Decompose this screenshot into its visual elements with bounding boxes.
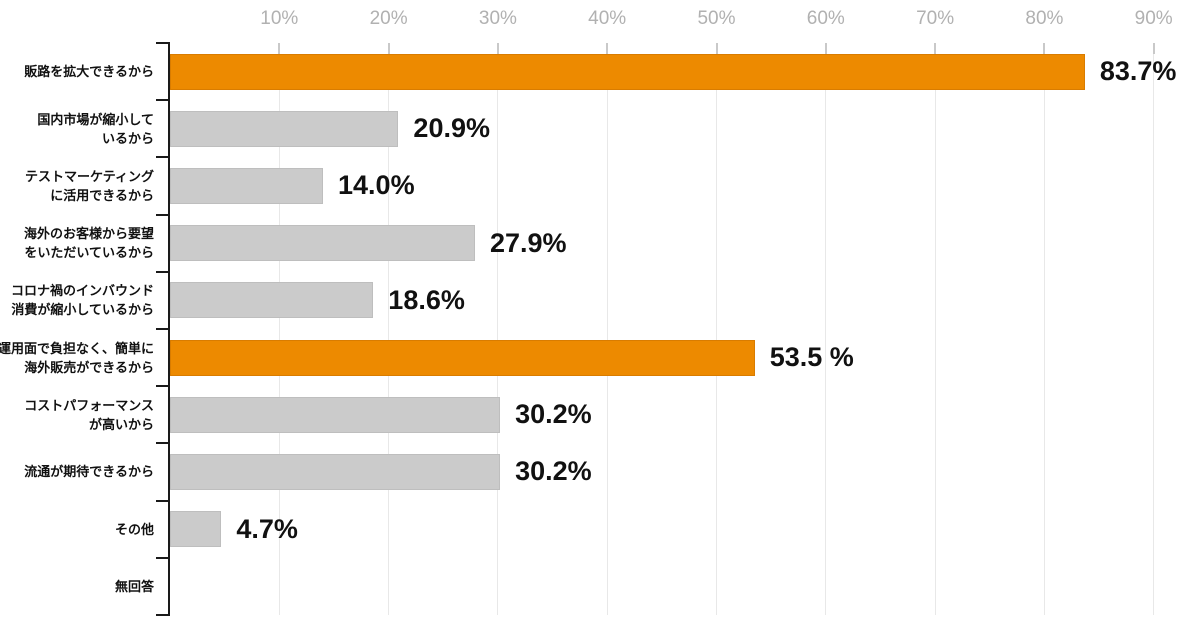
x-axis-tick-label: 30% [478, 8, 517, 29]
value-label: 14.0% [338, 170, 415, 201]
value-label: 30.2% [515, 456, 592, 487]
x-gridline [1043, 43, 1045, 615]
category-label-line: 運用面で負担なく、簡単に [0, 340, 154, 356]
x-axis-tick [496, 43, 499, 54]
y-axis-tick [156, 385, 170, 388]
y-axis-tick [156, 499, 170, 502]
x-gridline [934, 43, 936, 615]
category-label: コストパフォーマンスが高いから [0, 386, 162, 443]
x-axis-tick [1152, 43, 1155, 54]
x-gridline [825, 43, 827, 615]
y-axis-tick [156, 270, 170, 273]
category-label-line: 海外販売ができるから [24, 359, 154, 375]
category-label: 無回答 [0, 558, 162, 615]
x-axis-tick-label: 60% [806, 8, 845, 29]
category-label: コロナ禍のインバウンド 消費が縮小しているから [0, 272, 162, 329]
bar-default [170, 110, 399, 147]
bar-default [170, 511, 222, 548]
value-label: 18.6% [388, 284, 465, 315]
category-label: テストマーケティングに活用できるから [0, 157, 162, 214]
category-label: その他 [0, 501, 162, 558]
x-axis-tick [278, 43, 281, 54]
category-label-line: が高いから [88, 416, 154, 432]
x-axis-tick-label: 10% [260, 8, 299, 29]
x-axis-tick-label: 80% [1025, 8, 1064, 29]
y-axis-tick [156, 99, 170, 102]
x-gridline [388, 43, 390, 615]
x-axis-tick [824, 43, 827, 54]
x-axis-tick-label: 20% [369, 8, 408, 29]
x-axis-tick-label: 50% [697, 8, 736, 29]
x-gridline [497, 43, 499, 615]
category-label-line: 無回答 [114, 578, 154, 594]
bar-default [170, 168, 324, 204]
value-label: 30.2% [515, 399, 592, 430]
x-axis-tick [387, 43, 390, 54]
x-gridline [716, 43, 717, 615]
category-label: 販路を拡大できるから [0, 43, 162, 100]
value-label: 53.5 % [769, 342, 854, 373]
category-label-line: 販路を拡大できるから [24, 64, 154, 80]
x-axis-tick-label: 70% [916, 8, 955, 29]
category-label-line: をいただいているから [24, 245, 154, 261]
bar-default [170, 454, 501, 490]
category-label-line: コストパフォーマンス [24, 397, 154, 413]
x-gridline [278, 43, 280, 615]
value-label: 83.7% [1099, 56, 1177, 87]
x-axis-tick [606, 43, 609, 54]
y-axis-tick [156, 556, 170, 559]
category-label: 運用面で負担なく、簡単に海外販売ができるから [0, 329, 162, 386]
bar-highlight [170, 53, 1085, 90]
category-label: 流通が期待できるから [0, 443, 162, 500]
category-label-line: 海外のお客様から要望 [23, 226, 154, 242]
y-axis-tick [156, 156, 170, 159]
category-label-line: に活用できるから [50, 187, 154, 203]
x-gridline [1153, 43, 1155, 615]
y-axis-tick [156, 328, 170, 330]
category-label: 国内市場が縮小しているから [0, 100, 162, 157]
category-label-line: いるから [101, 130, 154, 146]
category-label-line: コロナ禍のインバウンド [10, 283, 154, 299]
y-axis-tick [156, 614, 170, 616]
category-label-line: 国内市場が縮小して [37, 111, 154, 127]
y-axis-tick [156, 42, 170, 44]
category-label: 海外のお客様から要望 をいただいているから [0, 215, 162, 272]
category-label-line: テストマーケティング [25, 168, 154, 184]
x-gridline [606, 43, 608, 615]
x-axis-tick-label: 90% [1134, 8, 1173, 29]
bar-default [170, 282, 374, 319]
bar-highlight [170, 339, 755, 376]
x-axis-tick-label: 40% [588, 8, 627, 29]
value-label: 4.7% [236, 513, 298, 544]
x-axis-tick [934, 43, 937, 54]
category-label-line: その他 [114, 521, 154, 537]
category-label-line: 流通が期待できるから [24, 464, 154, 480]
value-label: 27.9% [489, 227, 567, 258]
category-label-line: 消費が縮小しているから [11, 302, 154, 318]
x-axis-tick [1043, 43, 1046, 54]
x-axis-tick [715, 43, 718, 54]
y-axis-tick [156, 213, 170, 216]
bar-default [170, 225, 475, 262]
y-axis-tick [156, 442, 170, 445]
bar-default [170, 396, 501, 433]
value-label: 20.9% [413, 113, 490, 144]
